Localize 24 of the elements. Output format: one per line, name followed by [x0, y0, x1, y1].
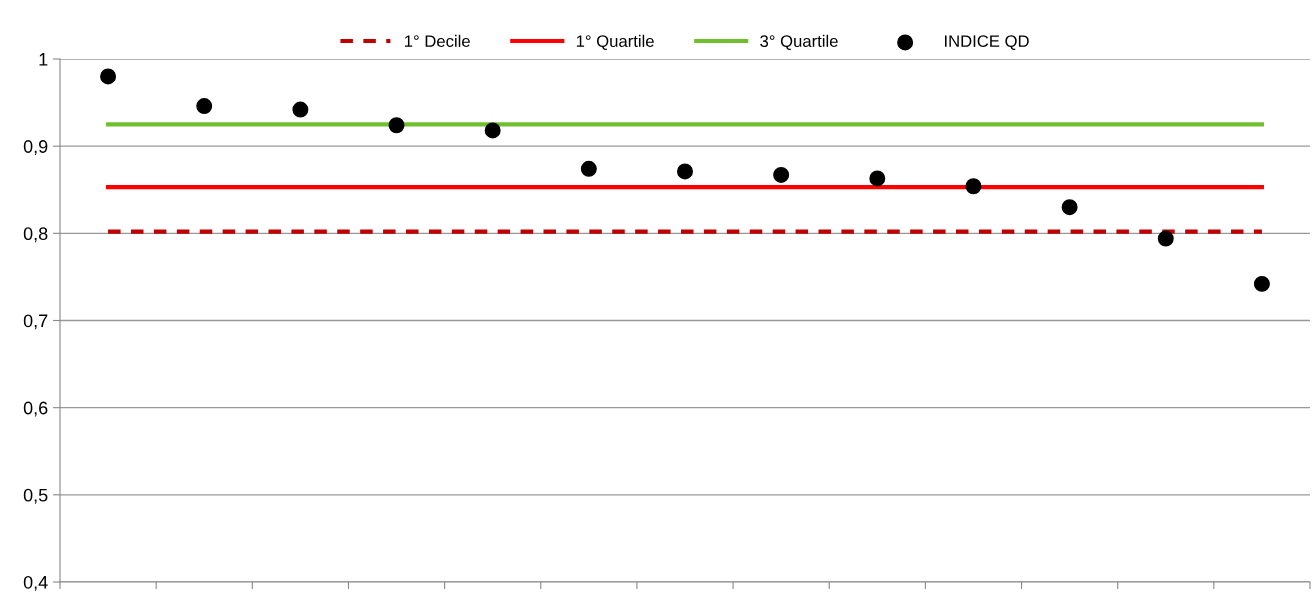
point [1061, 199, 1078, 216]
point [292, 101, 309, 118]
point [1157, 230, 1174, 247]
point [388, 117, 405, 134]
y-tick-label: 1 [39, 53, 48, 66]
point [869, 170, 886, 187]
point [1253, 275, 1270, 292]
y-tick-label: 0,6 [23, 401, 48, 417]
point [773, 166, 790, 183]
legend-label: INDICE QD [945, 35, 1029, 50]
y-tick-label: 0,5 [23, 488, 48, 504]
y-tick-label: 0,9 [23, 140, 48, 156]
point [484, 122, 501, 139]
y-tick-label: 0,7 [23, 314, 48, 330]
y-tick-label: 0,8 [23, 227, 48, 243]
legend-label: 1° Quartile [576, 34, 654, 50]
legend-label: 3° Quartile [760, 34, 838, 50]
point [677, 163, 693, 180]
point [100, 68, 117, 85]
point [580, 160, 597, 177]
point [196, 98, 213, 115]
point [965, 178, 982, 195]
legend-label: 1° Decile [405, 34, 470, 48]
y-tick-label: 0,4 [23, 575, 48, 591]
